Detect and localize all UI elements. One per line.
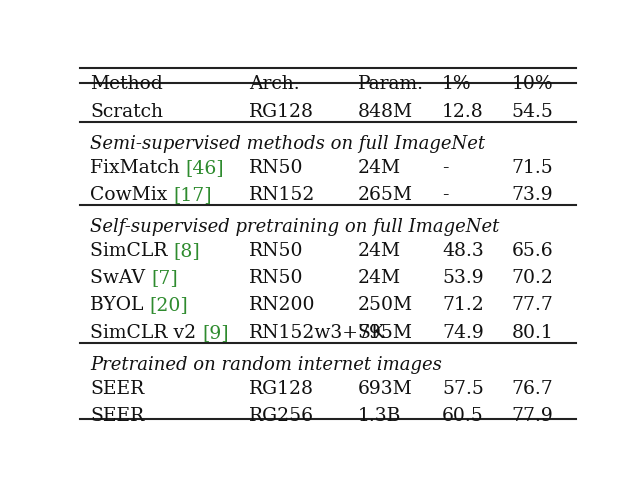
Text: [46]: [46] bbox=[186, 158, 224, 176]
Text: RN50: RN50 bbox=[249, 158, 303, 176]
Text: 71.5: 71.5 bbox=[511, 158, 553, 176]
Text: 71.2: 71.2 bbox=[442, 296, 484, 314]
Text: FixMatch: FixMatch bbox=[90, 158, 186, 176]
Text: 48.3: 48.3 bbox=[442, 242, 484, 260]
Text: 250M: 250M bbox=[358, 296, 413, 314]
Text: RN50: RN50 bbox=[249, 269, 303, 287]
Text: 65.6: 65.6 bbox=[511, 242, 553, 260]
Text: BYOL: BYOL bbox=[90, 296, 149, 314]
Text: [7]: [7] bbox=[151, 269, 178, 287]
Text: 24M: 24M bbox=[358, 269, 401, 287]
Text: Param.: Param. bbox=[358, 76, 424, 94]
Text: Arch.: Arch. bbox=[249, 76, 300, 94]
Text: 74.9: 74.9 bbox=[442, 324, 484, 342]
Text: 795M: 795M bbox=[358, 324, 413, 342]
Text: [9]: [9] bbox=[202, 324, 228, 342]
Text: 77.9: 77.9 bbox=[511, 407, 553, 425]
Text: Self-supervised pretraining on full ImageNet: Self-supervised pretraining on full Imag… bbox=[90, 218, 499, 236]
Text: [17]: [17] bbox=[173, 186, 212, 204]
Text: 70.2: 70.2 bbox=[511, 269, 554, 287]
Text: 57.5: 57.5 bbox=[442, 380, 484, 398]
Text: 80.1: 80.1 bbox=[511, 324, 553, 342]
Text: 1%: 1% bbox=[442, 76, 472, 94]
Text: 693M: 693M bbox=[358, 380, 413, 398]
Text: Method: Method bbox=[90, 76, 163, 94]
Text: 60.5: 60.5 bbox=[442, 407, 484, 425]
Text: 1.3B: 1.3B bbox=[358, 407, 401, 425]
Text: 24M: 24M bbox=[358, 158, 401, 176]
Text: RG128: RG128 bbox=[249, 380, 314, 398]
Text: Scratch: Scratch bbox=[90, 102, 163, 120]
Text: 54.5: 54.5 bbox=[511, 102, 554, 120]
Text: 73.9: 73.9 bbox=[511, 186, 553, 204]
Text: SEER: SEER bbox=[90, 380, 144, 398]
Text: RN152w3+SK: RN152w3+SK bbox=[249, 324, 385, 342]
Text: SimCLR: SimCLR bbox=[90, 242, 173, 260]
Text: Pretrained on random internet images: Pretrained on random internet images bbox=[90, 356, 442, 374]
Text: [20]: [20] bbox=[149, 296, 188, 314]
Text: 12.8: 12.8 bbox=[442, 102, 484, 120]
Text: Semi-supervised methods on full ImageNet: Semi-supervised methods on full ImageNet bbox=[90, 134, 485, 152]
Text: SwAV: SwAV bbox=[90, 269, 151, 287]
Text: 24M: 24M bbox=[358, 242, 401, 260]
Text: 265M: 265M bbox=[358, 186, 413, 204]
Text: [8]: [8] bbox=[173, 242, 200, 260]
Text: 10%: 10% bbox=[511, 76, 553, 94]
Text: -: - bbox=[442, 186, 449, 204]
Text: RN200: RN200 bbox=[249, 296, 315, 314]
Text: RG256: RG256 bbox=[249, 407, 314, 425]
Text: RG128: RG128 bbox=[249, 102, 314, 120]
Text: 53.9: 53.9 bbox=[442, 269, 484, 287]
Text: 77.7: 77.7 bbox=[511, 296, 554, 314]
Text: 76.7: 76.7 bbox=[511, 380, 553, 398]
Text: CowMix: CowMix bbox=[90, 186, 173, 204]
Text: SEER: SEER bbox=[90, 407, 144, 425]
Text: -: - bbox=[442, 158, 449, 176]
Text: RN152: RN152 bbox=[249, 186, 315, 204]
Text: 848M: 848M bbox=[358, 102, 413, 120]
Text: RN50: RN50 bbox=[249, 242, 303, 260]
Text: SimCLR v2: SimCLR v2 bbox=[90, 324, 202, 342]
